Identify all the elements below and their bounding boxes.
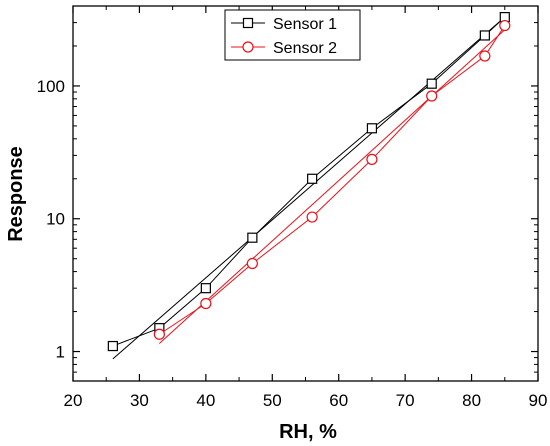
sensor-2-point [366,153,378,165]
sensor-1-point [479,30,490,41]
sensor-2-point [200,297,212,310]
y-axis-title: Response [5,146,27,242]
sensor-2-point [153,328,165,340]
sensor-2-point [246,257,258,270]
x-tick-label: 90 [529,391,548,410]
x-tick-label: 50 [263,391,282,410]
sensor-2-point [426,90,438,102]
x-tick-label: 70 [396,391,415,410]
x-tick-label: 80 [462,391,481,410]
legend: Sensor 1 Sensor 2 [224,9,361,61]
x-tick-label: 60 [329,391,348,410]
sensor-1-point [107,340,118,352]
y-tick-label: 1 [56,343,65,362]
legend-sensor-1-marker [242,17,254,29]
sensor-2-fit-line [159,29,506,344]
sensor-2-line [159,25,506,335]
sensor-1-point [307,173,318,184]
x-tick-label: 40 [196,391,215,410]
x-axis-title: RH, % [279,421,337,443]
legend-sensor-1-label: Sensor 1 [273,16,337,33]
sensor-1-point [426,78,437,89]
y-tick-label: 100 [37,77,65,96]
sensor-2-point [479,50,491,62]
legend-sensor-2-marker [242,41,254,53]
x-tick-label: 20 [64,391,83,410]
sensor-1-point [247,232,258,243]
sensor-2-point [306,211,318,223]
sensor-2-point [499,19,511,32]
sensor-1-point [200,283,211,294]
sensor-1-point [366,123,378,134]
y-tick-label: 10 [46,210,65,229]
sensor-1-fit-line [112,16,506,360]
x-tick-label: 30 [130,391,149,410]
plot-frame [72,5,539,382]
legend-sensor-2-label: Sensor 2 [273,40,337,57]
